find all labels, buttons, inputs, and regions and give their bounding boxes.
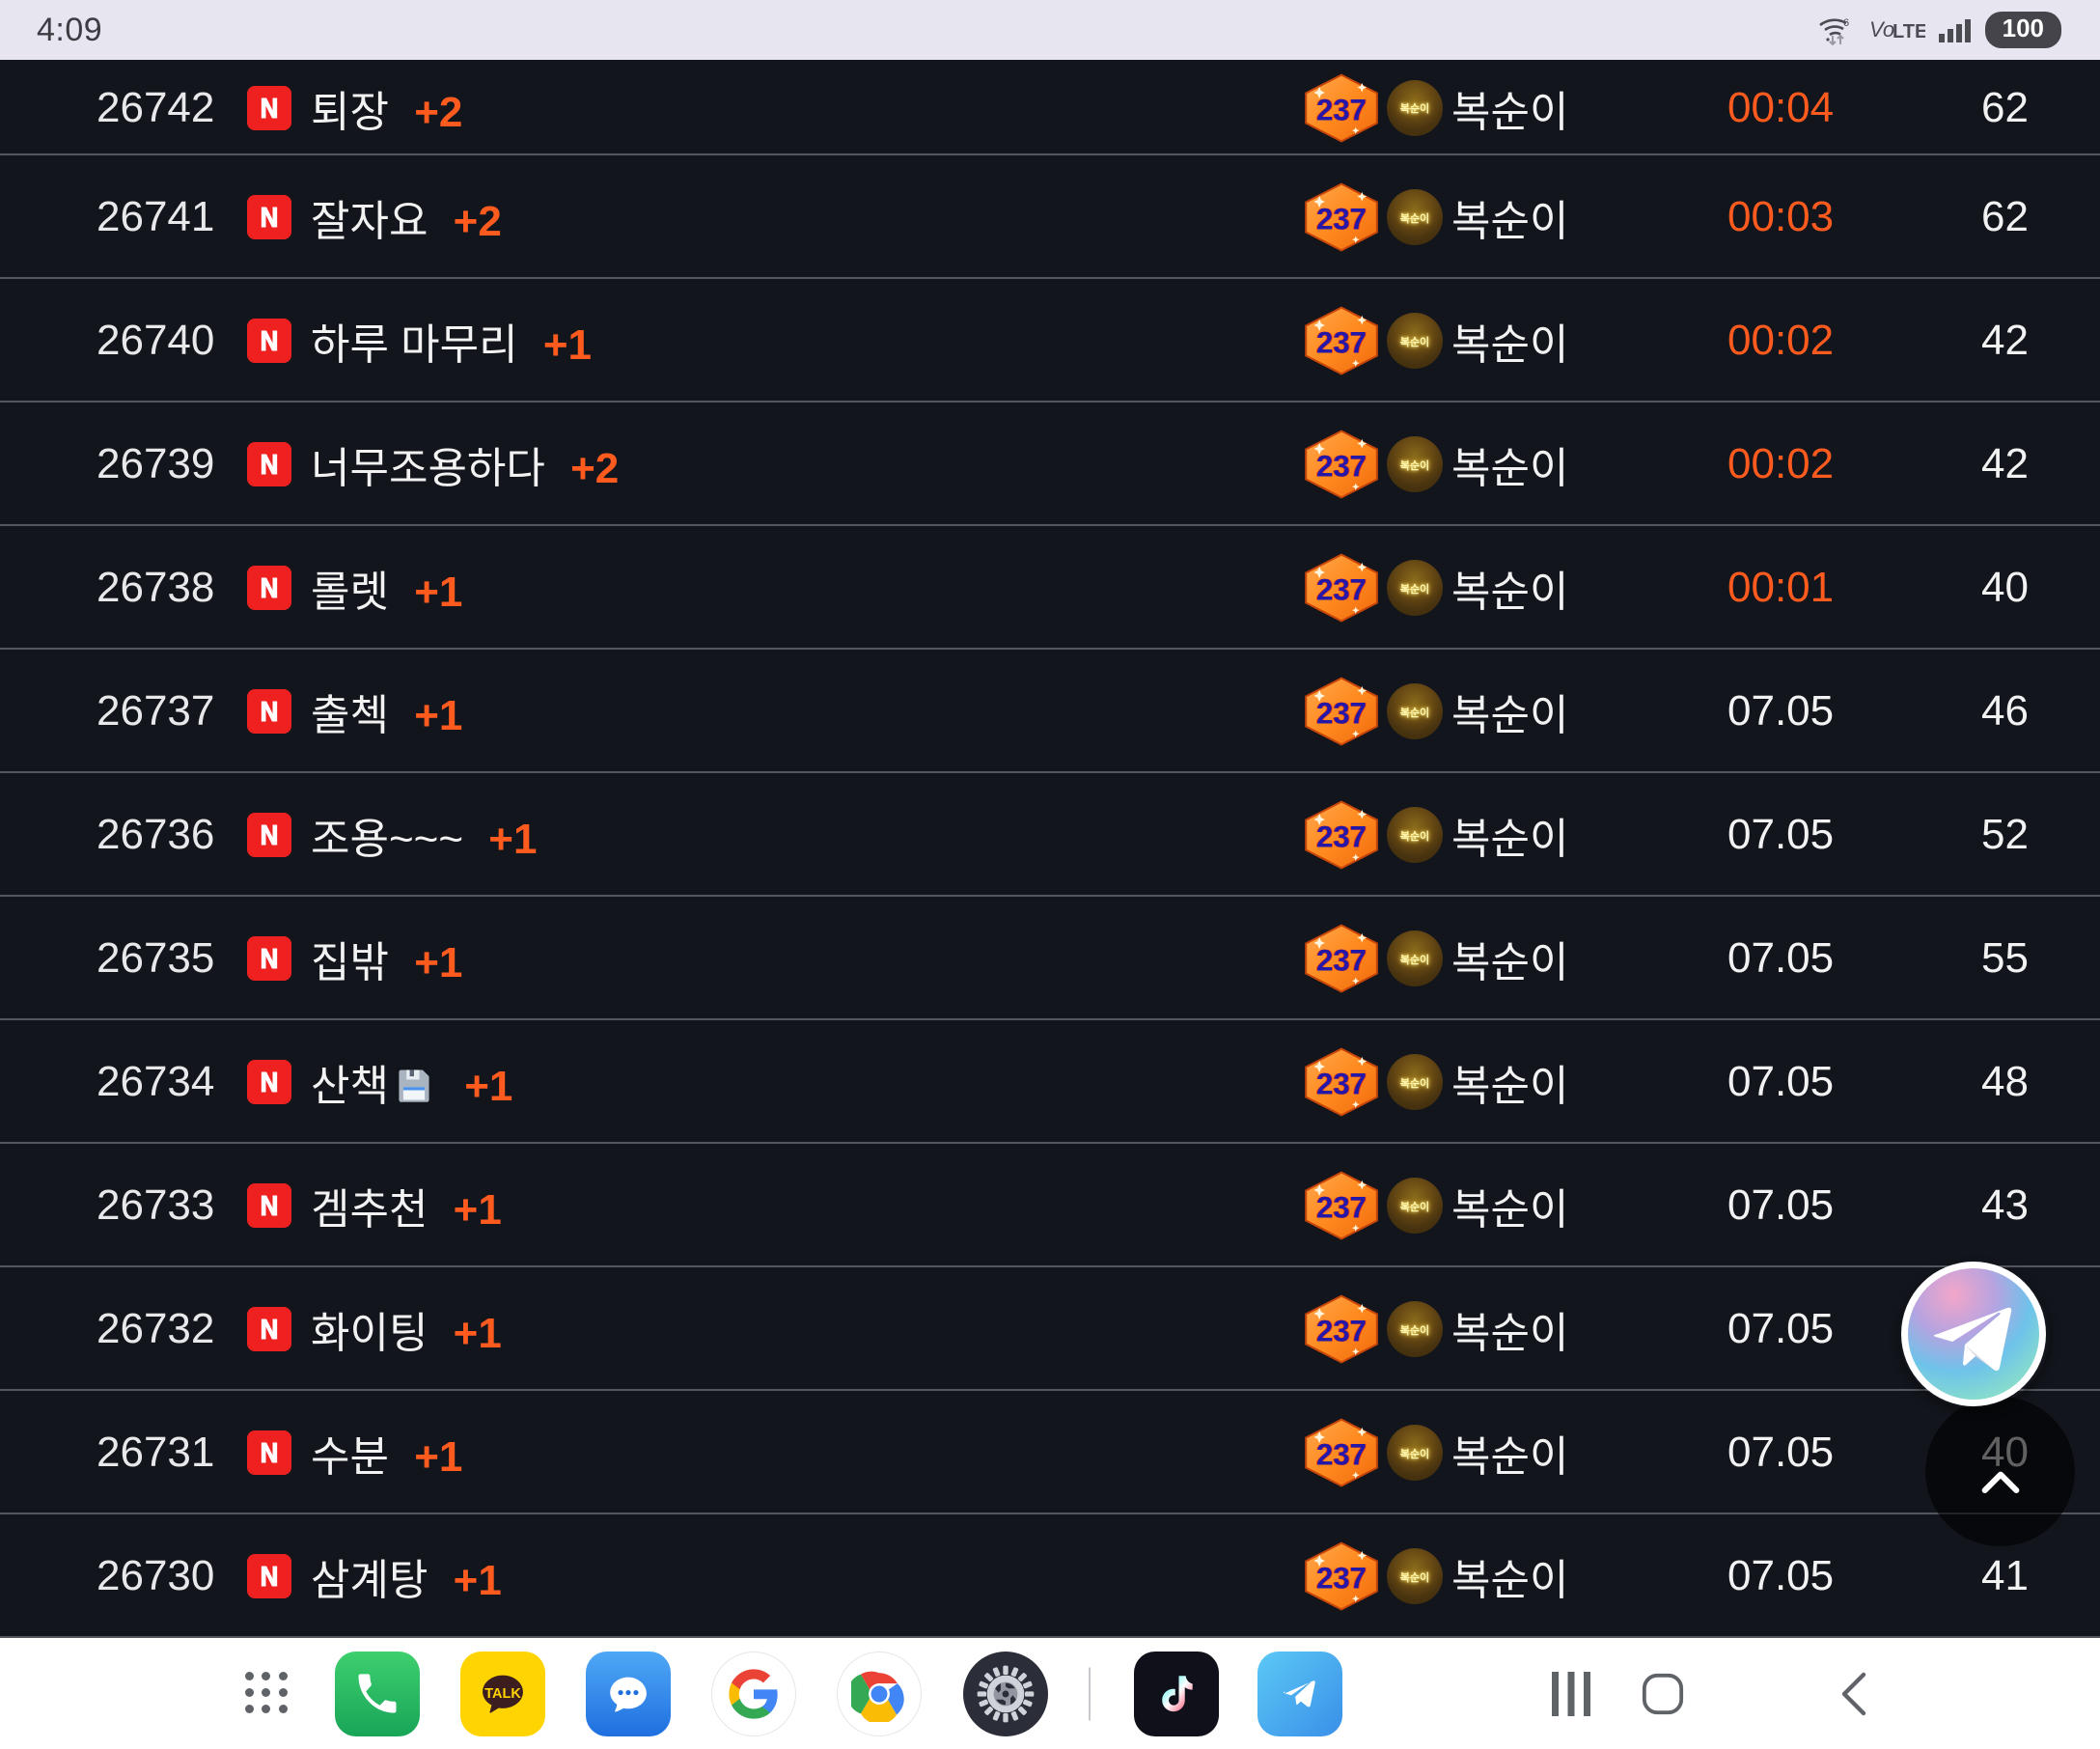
svg-text:237: 237 bbox=[1316, 1437, 1367, 1471]
svg-text:237: 237 bbox=[1316, 943, 1367, 977]
svg-text:237: 237 bbox=[1316, 1314, 1367, 1347]
svg-text:237: 237 bbox=[1316, 572, 1367, 606]
svg-text:Vo: Vo bbox=[1869, 17, 1894, 42]
svg-text:6: 6 bbox=[1843, 17, 1849, 29]
svg-text:TALK: TALK bbox=[484, 1686, 521, 1702]
svg-text:237: 237 bbox=[1316, 325, 1367, 359]
svg-text:237: 237 bbox=[1316, 1561, 1367, 1595]
svg-text:237: 237 bbox=[1316, 449, 1367, 483]
svg-text:237: 237 bbox=[1316, 202, 1367, 236]
svg-text:237: 237 bbox=[1316, 696, 1367, 730]
svg-text:237: 237 bbox=[1316, 1067, 1367, 1100]
svg-text:237: 237 bbox=[1316, 819, 1367, 853]
svg-text:237: 237 bbox=[1316, 93, 1367, 126]
svg-text:237: 237 bbox=[1316, 1190, 1367, 1224]
svg-text:LTE: LTE bbox=[1893, 21, 1925, 42]
